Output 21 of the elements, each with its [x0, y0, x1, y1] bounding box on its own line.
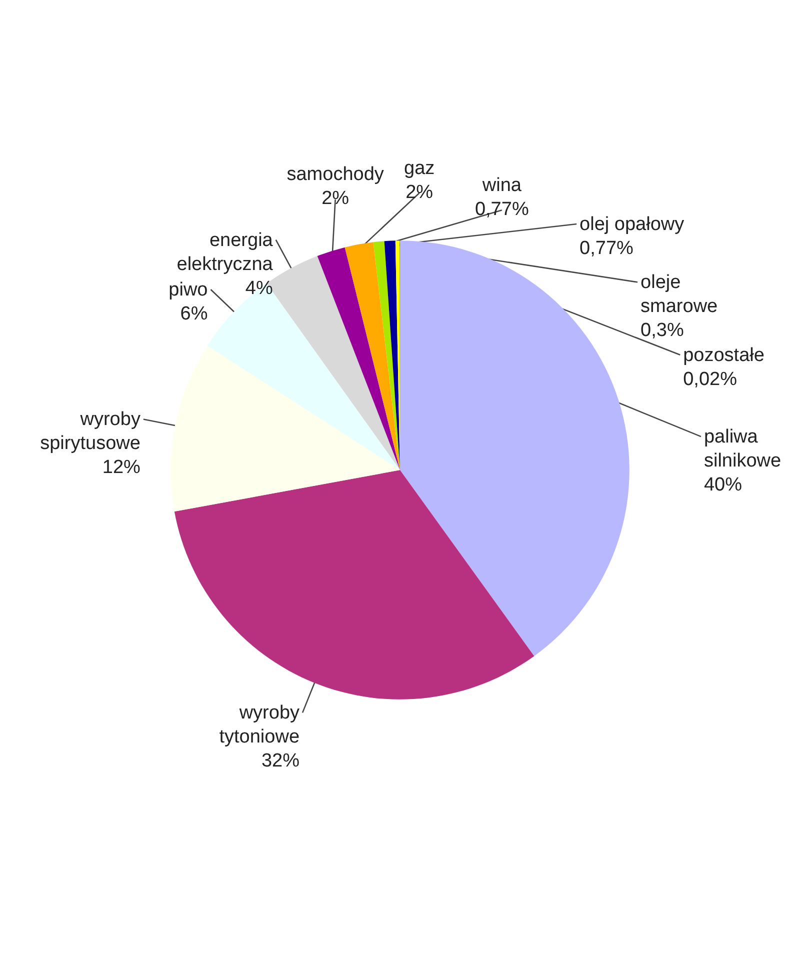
data-label: 0,02%	[683, 368, 738, 390]
slice-label: samochody	[286, 164, 384, 186]
slice-label: piwo	[168, 280, 208, 301]
data-label: 0,77%	[580, 238, 634, 259]
slice-label: wina	[481, 174, 522, 196]
data-label: 4%	[245, 278, 273, 299]
data-label: 2%	[322, 188, 350, 210]
slice-label: pozostałe	[683, 344, 764, 366]
data-label: 40%	[704, 474, 742, 496]
data-label: 0,77%	[474, 198, 529, 220]
slice-label: oleje smarowe	[640, 272, 718, 318]
slice-label: wyroby spirytusowe	[40, 409, 141, 454]
data-label: 32%	[261, 750, 300, 772]
data-label: 6%	[180, 304, 208, 325]
slice-label: paliwa silnikowe	[704, 426, 782, 472]
slice-label: olej opałowy	[580, 214, 685, 235]
data-label: 12%	[102, 457, 141, 478]
slice-label: gaz	[404, 158, 435, 179]
data-label: 0,3%	[640, 320, 684, 342]
slice-label: wyroby tytoniowe	[219, 702, 300, 748]
data-label: 2%	[406, 182, 434, 203]
